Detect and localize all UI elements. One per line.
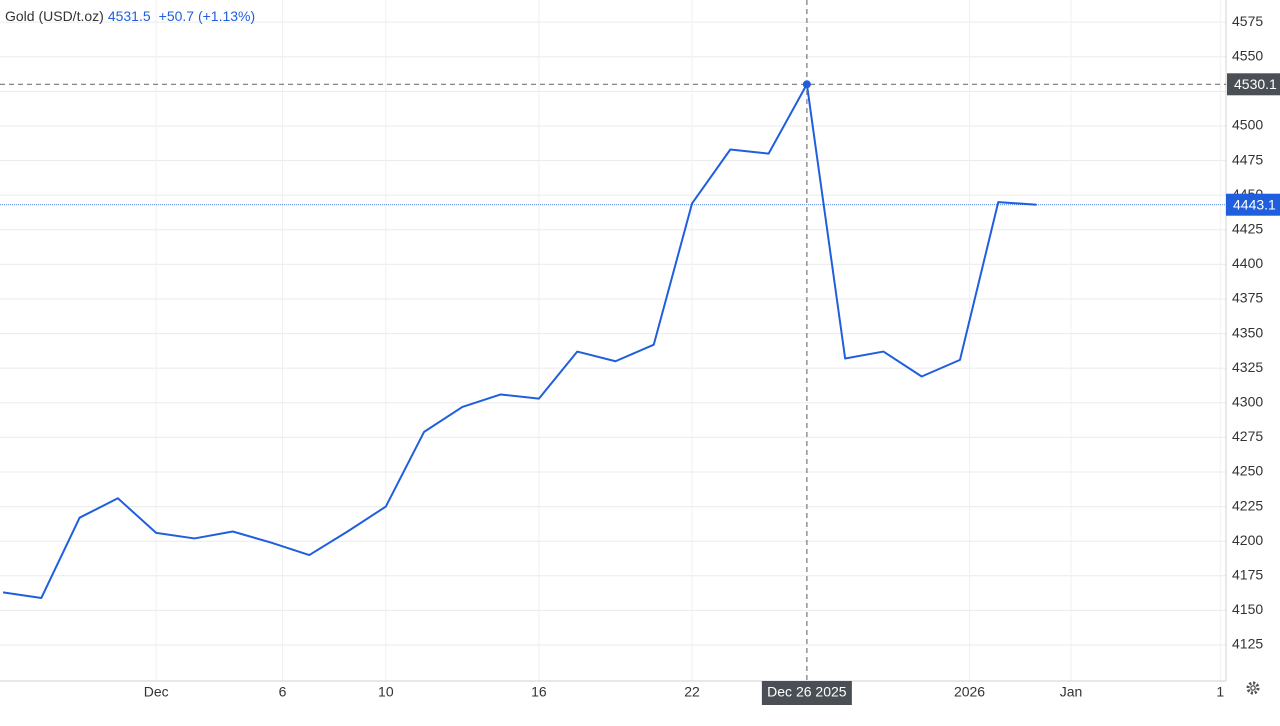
crosshair-y-label: 4530.1 <box>1234 76 1277 92</box>
crosshair-x-label: Dec 26 2025 <box>767 684 847 700</box>
y-tick-label: 4375 <box>1232 290 1263 306</box>
y-tick-label: 4400 <box>1232 255 1263 271</box>
x-tick-label: Dec <box>144 684 169 700</box>
x-tick-label: 16 <box>531 684 547 700</box>
crosshair-y-box <box>1227 73 1280 96</box>
y-tick-label: 4200 <box>1232 532 1263 548</box>
y-tick-label: 4550 <box>1232 47 1263 63</box>
y-tick-label: 4500 <box>1232 117 1263 133</box>
price: 4531.5 <box>108 8 151 24</box>
last-price-label: 4443.1 <box>1233 196 1276 212</box>
y-tick-label: 4250 <box>1232 463 1263 479</box>
grid <box>0 0 1226 681</box>
y-tick-label: 4275 <box>1232 428 1263 444</box>
x-tick-label: 1 <box>1216 684 1224 700</box>
last-price-box <box>1226 193 1280 216</box>
chart-title: Gold (USD/t.oz) <box>5 8 104 24</box>
y-tick-label: 4150 <box>1232 601 1263 617</box>
price-line <box>2 83 1037 599</box>
crosshair-point <box>802 80 811 89</box>
y-tick-label: 4175 <box>1232 567 1263 583</box>
x-tick-label: 2026 <box>954 684 985 700</box>
y-tick-label: 4575 <box>1232 13 1263 29</box>
settings-icon[interactable] <box>1246 681 1260 695</box>
y-tick-label: 4425 <box>1232 220 1263 236</box>
y-tick-label: 4325 <box>1232 359 1263 375</box>
crosshair-x-box <box>761 681 852 705</box>
y-tick-label: 4300 <box>1232 393 1263 409</box>
x-tick-label: 6 <box>279 684 287 700</box>
x-tick-label: 22 <box>684 684 700 700</box>
x-tick-label: Jan <box>1060 684 1083 700</box>
y-tick-label: 4225 <box>1232 497 1263 513</box>
x-tick-label: 10 <box>378 684 394 700</box>
change: +50.7 (+1.13%) <box>159 8 256 24</box>
y-tick-label: 4125 <box>1232 636 1263 652</box>
header: Gold (USD/t.oz) 4531.5 +50.7 (+1.13%) <box>5 8 255 24</box>
y-tick-label: 4475 <box>1232 151 1263 167</box>
y-tick-label: 4350 <box>1232 324 1263 340</box>
